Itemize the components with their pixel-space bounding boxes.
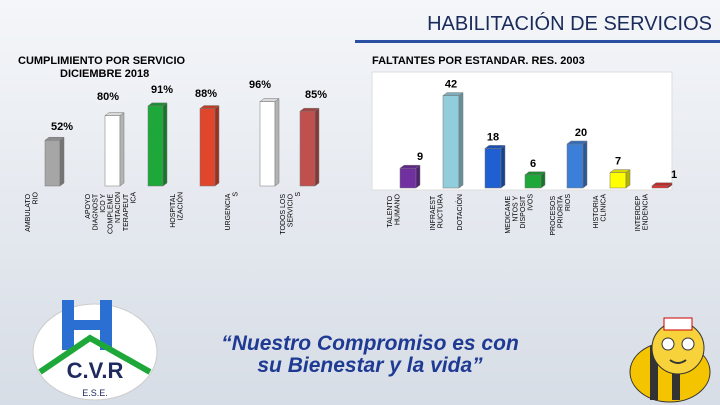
bar (609, 172, 627, 189)
slogan: “Nuestro Compromiso es con (221, 332, 519, 355)
x-tick-label: HOSPITAL IZACIÓN (170, 192, 185, 228)
data-label: 42 (445, 79, 457, 91)
bar-side (458, 92, 464, 189)
data-label: 9 (417, 151, 423, 163)
chart-subtitle: DICIEMBRE 2018 (60, 68, 149, 80)
bar-top (199, 105, 220, 109)
logo-subtext: E.S.E. (82, 388, 108, 398)
x-tick-label-group: MEDICAME NTOS Y DISPOSIT IVOS (505, 194, 535, 234)
logo-text: C.V.R (67, 358, 124, 383)
bar (566, 143, 584, 189)
title-underline (355, 40, 720, 43)
bar (147, 105, 164, 187)
bar-side (59, 136, 65, 187)
bar-top (104, 112, 125, 116)
data-label: 96% (249, 79, 271, 91)
bar-side (415, 164, 421, 189)
bar (259, 101, 276, 187)
data-label: 85% (305, 89, 327, 101)
x-tick-label: HISTORIA CLINICA (593, 194, 608, 229)
chart-title: FALTANTES POR ESTANDAR. RES. 2003 (372, 55, 585, 67)
data-label: 80% (97, 91, 119, 103)
data-label: 52% (51, 121, 73, 133)
x-tick-label: TERAPEUT ICA (123, 192, 138, 231)
bar (651, 185, 669, 189)
x-tick-label-group: PROCESOS PRIORITA RIOS (550, 194, 572, 236)
bar-top (609, 169, 631, 173)
x-tick-label: MEDICAME NTOS Y DISPOSIT IVOS (505, 194, 535, 234)
slide-title: HABILITACIÓN DE SERVICIOS (427, 12, 712, 35)
bar (299, 110, 316, 187)
x-tick-label-group: HOSPITAL IZACIÓN (170, 192, 185, 228)
x-tick-label-group: URGENCIA S (225, 192, 240, 231)
slogan: su Bienestar y la vida” (257, 354, 483, 377)
bar (399, 167, 417, 189)
x-tick-label-group: APOYO DIAGNOST ICO Y COMPLEME NTACION (85, 192, 122, 234)
x-tick-label-group: TALENTO HUMANO (387, 193, 402, 227)
data-label: 7 (615, 156, 621, 168)
data-label: 88% (195, 88, 217, 100)
x-tick-label: AMBULATO RIO (25, 191, 40, 231)
bar-side (119, 112, 125, 187)
bar-top (484, 145, 506, 149)
x-tick-label: PROCESOS PRIORITA RIOS (550, 194, 572, 236)
bar-top (651, 182, 673, 187)
x-tick-label-group: INTERDEP ENDENCIA (635, 194, 650, 232)
bar-side (162, 102, 168, 187)
x-tick-label-group: TERAPEUT ICA (123, 192, 138, 231)
bar-top (524, 171, 546, 176)
bar-top (44, 136, 65, 141)
bar-top (566, 140, 588, 145)
bar (442, 95, 460, 189)
x-tick-label: APOYO DIAGNOST ICO Y COMPLEME NTACION (85, 192, 122, 234)
chart-title: CUMPLIMIENTO POR SERVICIO (18, 55, 186, 67)
data-label: 6 (530, 158, 536, 170)
x-tick-label: DOTACIÓN (455, 194, 464, 230)
bar-top (259, 98, 280, 102)
data-label: 20 (575, 127, 587, 139)
bar-top (442, 92, 464, 96)
data-label: 1 (671, 169, 677, 181)
x-tick-label-group: INFRAEST RUCTURA (430, 194, 445, 231)
logo: C.V.R E.S.E. (32, 300, 158, 401)
bar-top (399, 164, 421, 169)
bar-side (582, 140, 588, 189)
bar (44, 139, 61, 187)
data-label: 18 (487, 131, 499, 143)
bar-top (299, 107, 320, 112)
bar (199, 108, 216, 187)
x-tick-label: URGENCIA S (225, 192, 240, 231)
x-tick-label: INFRAEST RUCTURA (430, 194, 445, 231)
data-label: 91% (151, 84, 173, 96)
x-tick-label-group: AMBULATO RIO (25, 191, 40, 231)
bar-top (147, 102, 168, 107)
bar-side (314, 107, 320, 187)
bee (629, 317, 711, 403)
bar (104, 115, 121, 187)
bar-side (214, 105, 220, 187)
bar (484, 148, 502, 189)
x-tick-label-group: TODOS LOS SERVICIO S (280, 192, 302, 235)
x-tick-label: TALENTO HUMANO (387, 193, 402, 227)
x-tick-label-group: HISTORIA CLINICA (593, 194, 608, 229)
x-tick-label: INTERDEP ENDENCIA (635, 194, 650, 232)
bar-side (500, 144, 506, 189)
bar-side (274, 98, 280, 187)
x-tick-label-group: DOTACIÓN (455, 194, 464, 230)
bar (524, 174, 542, 189)
x-tick-label: TODOS LOS SERVICIO S (280, 192, 302, 235)
